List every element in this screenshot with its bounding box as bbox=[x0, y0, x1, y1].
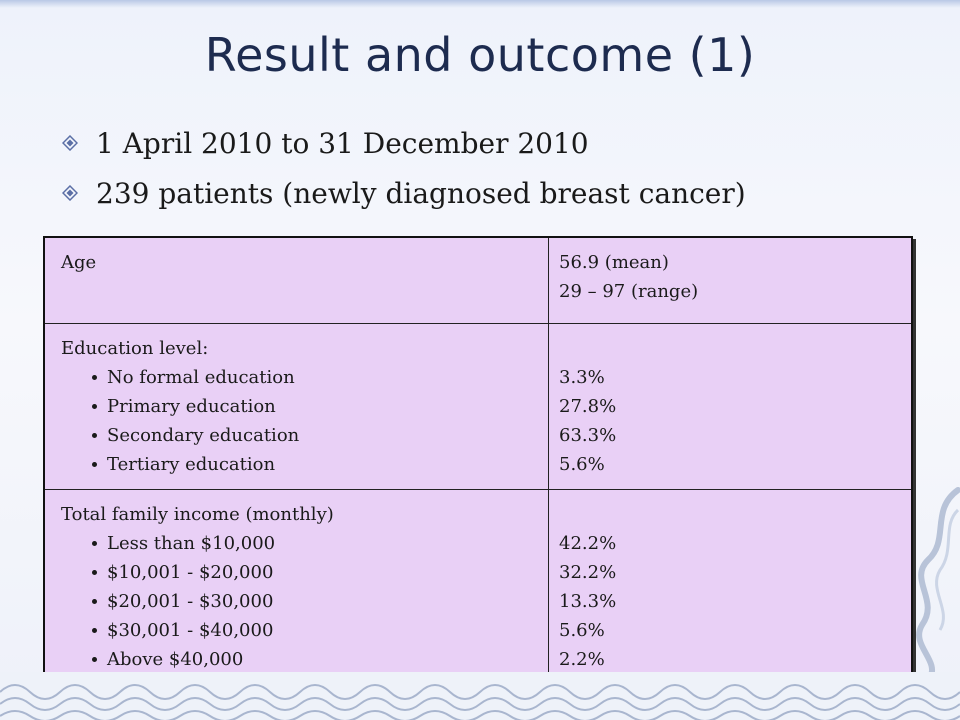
list-item: $10,001 - $20,000 bbox=[61, 558, 548, 587]
diamond-bullet-icon bbox=[62, 135, 78, 151]
value: 32.2% bbox=[559, 562, 617, 583]
value: 3.3% bbox=[559, 367, 605, 388]
value: 2.2% bbox=[559, 649, 605, 670]
top-decorative-strip bbox=[0, 0, 960, 8]
value: 5.6% bbox=[559, 620, 605, 641]
list-item: $30,001 - $40,000 bbox=[61, 616, 548, 645]
value: 27.8% bbox=[559, 396, 617, 417]
bullet-item-patients: 239 patients (newly diagnosed breast can… bbox=[62, 168, 746, 218]
list-item: Secondary education bbox=[61, 421, 548, 450]
table-cell-values: 42.2% 32.2% 13.3% 5.6% 2.2% bbox=[549, 490, 911, 682]
diamond-bullet-icon bbox=[62, 185, 78, 201]
value-mean: 56.9 (mean) bbox=[559, 252, 669, 273]
bullet-item-dates: 1 April 2010 to 31 December 2010 bbox=[62, 118, 746, 168]
slide-title: Result and outcome (1) bbox=[204, 28, 756, 82]
table-cell-values: 56.9 (mean) 29 – 97 (range) bbox=[549, 238, 911, 323]
table-cell-label: Age bbox=[45, 238, 549, 323]
list-item: Primary education bbox=[61, 392, 548, 421]
row-label: Age bbox=[61, 252, 97, 273]
table-row-income: Total family income (monthly) Less than … bbox=[45, 490, 911, 682]
row-label: Education level: bbox=[61, 338, 209, 359]
table-row-education: Education level: No formal education Pri… bbox=[45, 324, 911, 490]
value: 13.3% bbox=[559, 591, 617, 612]
table-row-age: Age 56.9 (mean) 29 – 97 (range) bbox=[45, 238, 911, 324]
bullet-text: 1 April 2010 to 31 December 2010 bbox=[96, 126, 589, 160]
value: 42.2% bbox=[559, 533, 617, 554]
bullet-list: 1 April 2010 to 31 December 2010 239 pat… bbox=[62, 118, 746, 218]
value-range: 29 – 97 (range) bbox=[559, 281, 699, 302]
value: 5.6% bbox=[559, 454, 605, 475]
results-table: Age 56.9 (mean) 29 – 97 (range) Educatio… bbox=[43, 236, 913, 684]
table-cell-label: Total family income (monthly) Less than … bbox=[45, 490, 549, 682]
table-cell-values: 3.3% 27.8% 63.3% 5.6% bbox=[549, 324, 911, 489]
bullet-text: 239 patients (newly diagnosed breast can… bbox=[96, 176, 746, 210]
dragon-decoration-icon bbox=[916, 487, 960, 680]
list-item: Less than $10,000 bbox=[61, 529, 548, 558]
table-cell-label: Education level: No formal education Pri… bbox=[45, 324, 549, 489]
list-item: No formal education bbox=[61, 363, 548, 392]
list-item: Tertiary education bbox=[61, 450, 548, 479]
list-item: $20,001 - $30,000 bbox=[61, 587, 548, 616]
row-label: Total family income (monthly) bbox=[61, 504, 334, 525]
value: 63.3% bbox=[559, 425, 617, 446]
wave-border-decoration bbox=[0, 672, 960, 720]
list-item: Above $40,000 bbox=[61, 645, 548, 674]
